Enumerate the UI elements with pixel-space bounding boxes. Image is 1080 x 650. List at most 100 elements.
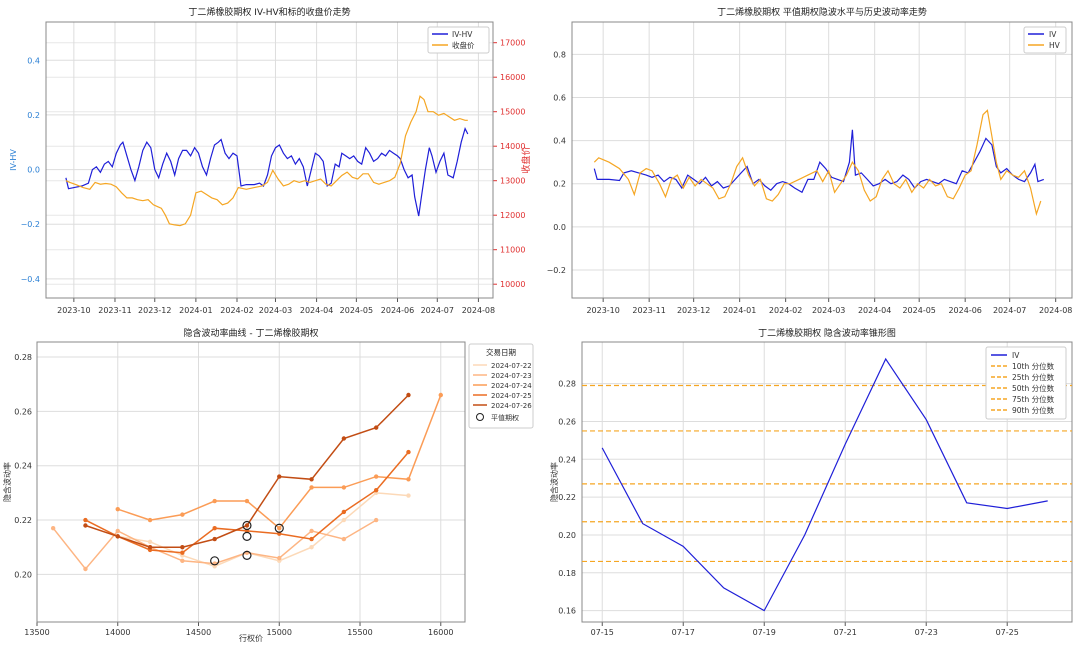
data-point	[180, 558, 185, 564]
atm-marker	[242, 531, 252, 541]
panel2-frame	[571, 21, 1073, 299]
chart-iv-smile: 13500 14000 14500 15000 15500 16000 0.20 0.22 0.…	[2, 327, 534, 643]
data-point	[373, 474, 379, 479]
y-tick-label: 0.4	[27, 56, 40, 65]
data-point	[180, 512, 185, 517]
y-tick-label: 0.18	[558, 569, 576, 578]
x-tick-label: 2024-04	[300, 306, 333, 315]
x-tick-label: 14500	[186, 628, 211, 637]
data-point	[147, 539, 153, 545]
x-tick-label: 2024-06	[381, 306, 414, 315]
data-point	[373, 487, 379, 493]
y2-axis-label: 收盘价	[520, 146, 532, 173]
legend-label: HV	[1049, 41, 1061, 50]
x-tick-label: 2024-05	[902, 306, 935, 315]
y2-tick-label: 13000	[500, 177, 525, 186]
y2-tick-label: 12000	[500, 211, 525, 220]
x-tick-label: 2024-04	[858, 306, 891, 315]
legend-label: 2024-07-26	[491, 402, 532, 410]
data-point	[212, 498, 217, 504]
legend-label: IV	[1012, 351, 1020, 360]
data-point	[341, 509, 347, 515]
data-point	[244, 523, 250, 528]
data-point	[147, 545, 153, 550]
legend: 交易日期 2024-07-22 2024-07-23 2024-07-24 2024-0…	[468, 343, 534, 429]
panel4-frame	[581, 341, 1073, 623]
x-tick-label: 2024-02	[769, 306, 802, 315]
chart-iv-cone: 07-15 07-17 07-19 07-21 07-23 07-25 0.16 0.18 0.…	[549, 327, 1073, 637]
y2-tick-label: 15000	[500, 108, 525, 117]
x-tick-label: 15000	[267, 628, 292, 637]
y2-tick-label: 17000	[500, 39, 525, 48]
legend: IV HV	[1023, 26, 1067, 54]
y-tick-label: 0.6	[553, 93, 566, 102]
y-tick-label: 0.0	[553, 223, 566, 232]
data-point	[83, 523, 88, 528]
y-axis-label: 隐含波动率	[549, 462, 559, 502]
x-tick-label: 2023-10	[57, 306, 90, 315]
data-point	[406, 392, 411, 398]
legend-atm-swatch	[476, 413, 484, 421]
y-tick-label: 0.26	[558, 417, 576, 426]
data-point	[309, 477, 314, 482]
y-tick-label: 0.22	[14, 516, 32, 525]
x-tick-label: 07-19	[753, 628, 776, 637]
legend-label: 75th 分位数	[1012, 394, 1055, 404]
panel3-frame	[36, 341, 466, 623]
y-tick-label: 0.20	[14, 570, 32, 579]
data-point	[115, 528, 120, 534]
x-tick-label: 07-15	[591, 628, 614, 637]
data-point	[341, 485, 347, 490]
atm-marker	[242, 550, 252, 560]
x-tick-label: 07-21	[834, 628, 857, 637]
y-tick-label: 0.26	[14, 407, 32, 416]
y-tick-label: −0.2	[547, 266, 566, 275]
data-point	[180, 545, 185, 550]
y-tick-label: −0.2	[21, 220, 40, 229]
x-tick-label: 2024-07	[421, 306, 454, 315]
series-line-hv	[593, 109, 1042, 217]
x-tick-label: 2023-10	[586, 306, 619, 315]
x-tick-label: 14000	[105, 628, 130, 637]
x-tick-label: 2024-03	[812, 306, 845, 315]
y-tick-label: 0.28	[14, 353, 32, 362]
data-point	[406, 449, 411, 455]
data-point	[341, 517, 347, 523]
y-tick-label: 0.16	[558, 607, 576, 616]
legend-label: IV	[1049, 30, 1057, 39]
y-tick-label: 0.24	[558, 455, 576, 464]
legend-label: 2024-07-23	[491, 372, 532, 380]
legend-label: 10th 分位数	[1012, 361, 1055, 371]
x-tick-label: 13500	[24, 628, 49, 637]
legend-label: 收盘价	[452, 40, 475, 50]
data-point	[406, 477, 411, 482]
legend-label: 90th 分位数	[1012, 405, 1055, 415]
legend-label: IV-HV	[452, 30, 473, 39]
legend-label: 50th 分位数	[1012, 383, 1055, 393]
data-point	[373, 517, 379, 523]
y-tick-label: 0.2	[27, 111, 40, 120]
y-tick-label: 0.22	[558, 493, 576, 502]
series-line-iv	[601, 357, 1048, 612]
data-point	[244, 498, 250, 504]
data-point	[309, 528, 314, 534]
y-tick-label: −0.4	[21, 275, 40, 284]
data-point	[373, 425, 379, 430]
x-axis-label: 行权价	[239, 633, 263, 643]
legend-label: 2024-07-24	[491, 382, 532, 390]
chart-title: 丁二烯橡胶期权 隐含波动率锥形图	[758, 327, 896, 339]
legend-label: 平值期权	[491, 413, 519, 422]
data-point	[309, 545, 314, 550]
data-point	[147, 517, 153, 523]
data-point	[277, 526, 282, 531]
legend-title: 交易日期	[486, 347, 516, 357]
y-tick-label: 0.20	[558, 531, 576, 540]
x-tick-label: 07-17	[672, 628, 695, 637]
atm-marker	[274, 523, 284, 533]
chart-title: 丁二烯橡胶期权 IV-HV和标的收盘价走势	[188, 6, 350, 18]
series-line-close	[65, 95, 468, 227]
